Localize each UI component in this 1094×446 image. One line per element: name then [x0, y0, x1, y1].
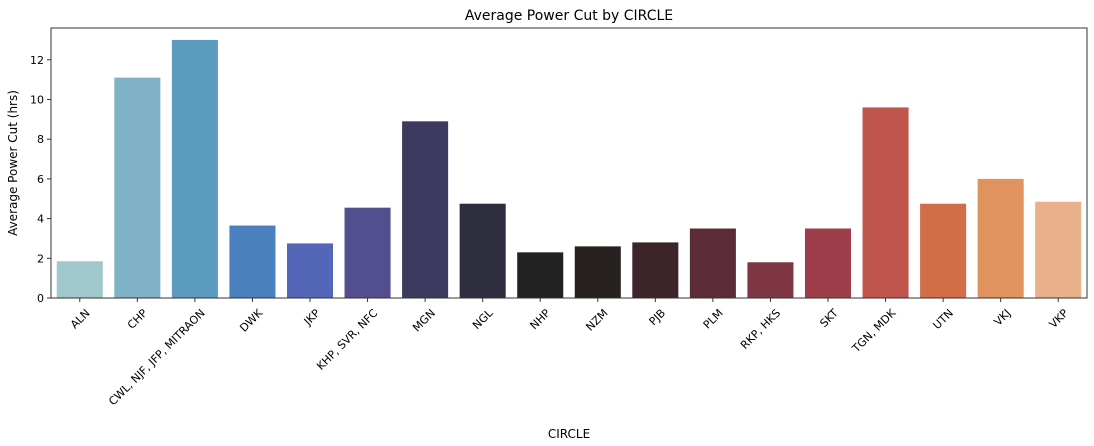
plot-frame: [50, 27, 1088, 299]
y-axis-label: Average Power Cut (hrs): [6, 90, 20, 236]
bar-3: [229, 225, 276, 298]
bar-16: [977, 178, 1024, 298]
y-tick-label-1: 2: [37, 252, 44, 265]
bar-14: [862, 107, 909, 298]
bar-8: [517, 252, 564, 298]
bar-6: [402, 121, 449, 298]
bar-11: [689, 228, 736, 298]
y-axis: 0 2 4 6 8 10 12: [30, 54, 51, 305]
bar-10: [632, 242, 679, 298]
bar-4: [286, 243, 334, 298]
bar-5: [344, 207, 391, 298]
bar-7: [459, 203, 506, 298]
y-tick-label-2: 4: [37, 213, 44, 226]
bar-9: [574, 246, 621, 298]
bar-17: [1035, 201, 1082, 298]
bar-1: [114, 77, 161, 298]
x-axis-label: CIRCLE: [548, 427, 590, 441]
y-tick-label-6: 12: [30, 54, 44, 67]
y-tick-label-3: 6: [37, 173, 44, 186]
bars-group: [56, 39, 1082, 298]
y-tick-label-5: 10: [30, 93, 44, 106]
bar-2: [171, 39, 218, 298]
y-tick-label-4: 8: [37, 133, 44, 146]
y-tick-label-0: 0: [37, 292, 44, 305]
bar-0: [56, 261, 103, 298]
bar-13: [804, 228, 852, 298]
bar-12: [747, 262, 794, 298]
bar-15: [920, 203, 967, 298]
chart-title: Average Power Cut by CIRCLE: [465, 8, 673, 24]
